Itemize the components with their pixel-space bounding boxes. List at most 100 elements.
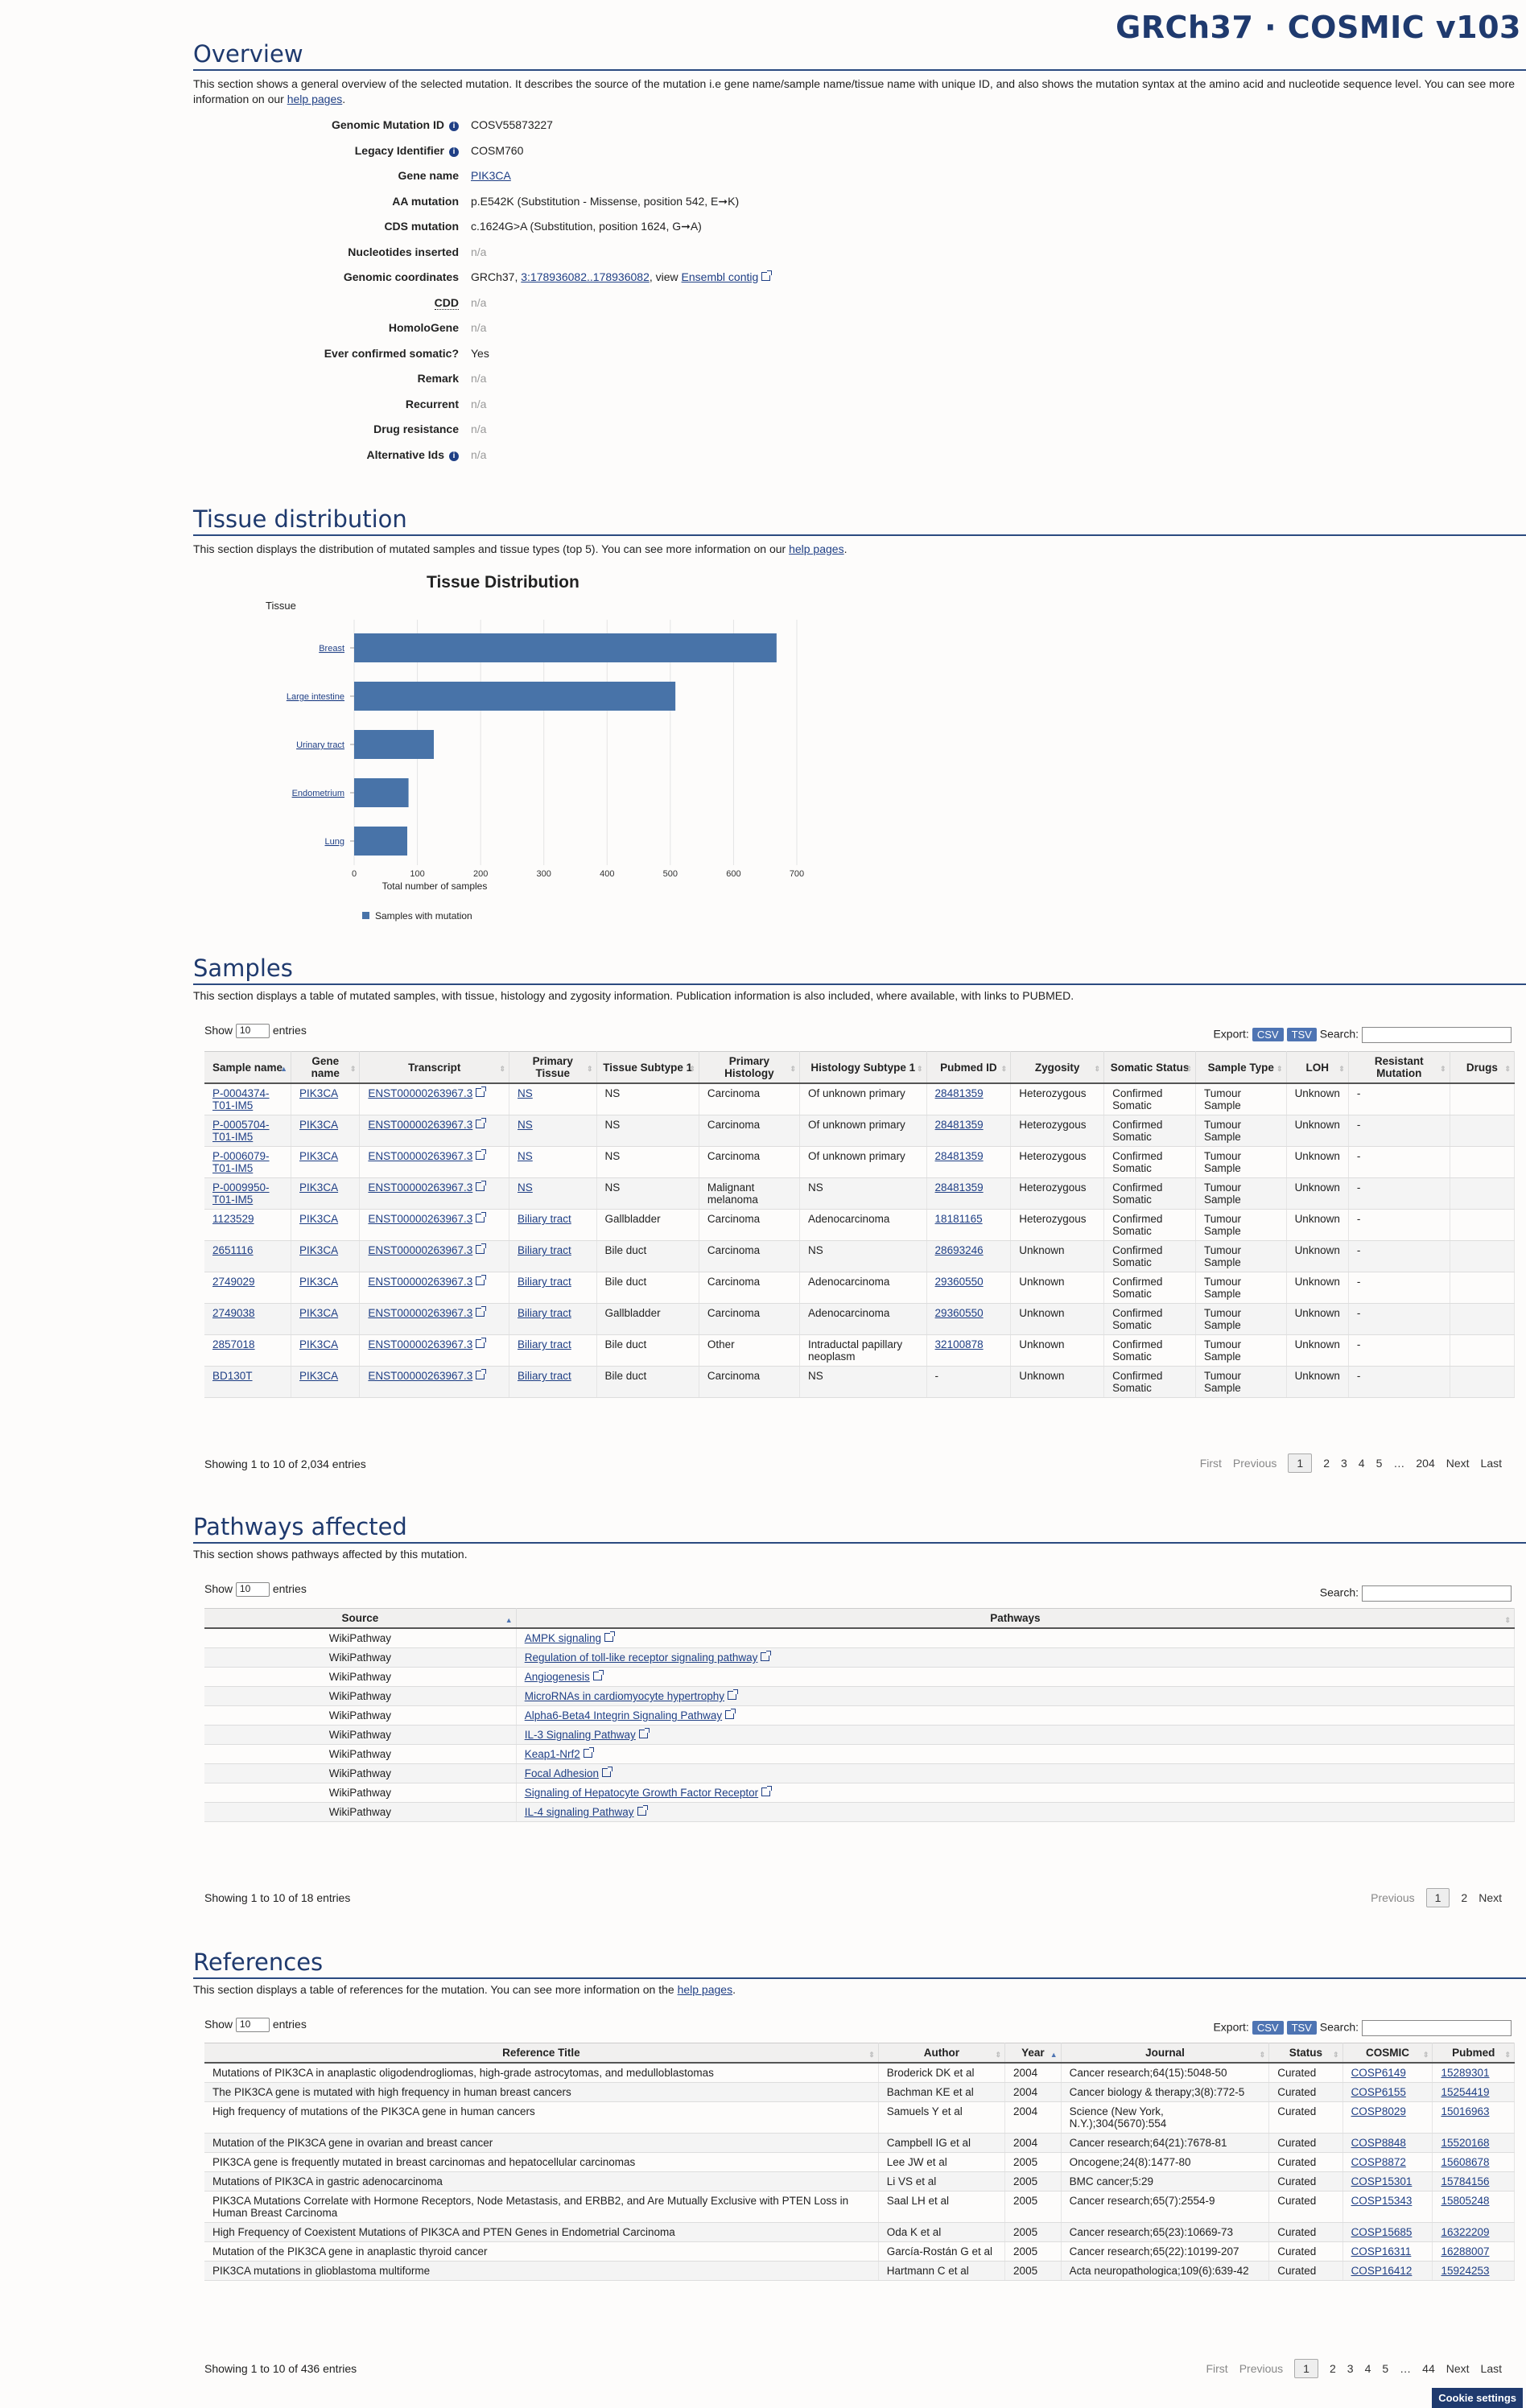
- table-link[interactable]: PIK3CA: [299, 1338, 339, 1350]
- pagination-button[interactable]: Previous: [1371, 1891, 1415, 1904]
- table-link[interactable]: BD130T: [212, 1370, 253, 1382]
- table-link[interactable]: ENST00000263967.3: [368, 1370, 473, 1382]
- table-link[interactable]: COSP6155: [1351, 2086, 1406, 2098]
- table-link[interactable]: 16322209: [1441, 2226, 1490, 2238]
- pagination-button[interactable]: Previous: [1232, 1457, 1277, 1470]
- column-header[interactable]: Pubmed ⇕: [1432, 2043, 1515, 2064]
- pagination-button[interactable]: Next: [1446, 1457, 1470, 1470]
- table-link[interactable]: 32100878: [934, 1338, 984, 1350]
- table-link[interactable]: COSP15685: [1351, 2226, 1413, 2238]
- table-link[interactable]: Focal Adhesion: [524, 1767, 600, 1779]
- table-link[interactable]: PIK3CA: [299, 1370, 339, 1382]
- table-link[interactable]: 2749038: [212, 1307, 255, 1319]
- table-link[interactable]: 28481359: [934, 1181, 984, 1194]
- table-link[interactable]: NS: [518, 1150, 533, 1162]
- pagination-button[interactable]: 204: [1416, 1457, 1435, 1470]
- info-icon[interactable]: i: [449, 122, 459, 131]
- chart-bar[interactable]: [354, 682, 676, 711]
- table-link[interactable]: 15805248: [1441, 2195, 1490, 2207]
- column-header[interactable]: Zygosity ⇕: [1010, 1051, 1105, 1084]
- table-link[interactable]: COSP8029: [1351, 2105, 1406, 2117]
- table-link[interactable]: Biliary tract: [518, 1276, 571, 1288]
- table-link[interactable]: Angiogenesis: [524, 1671, 590, 1683]
- column-header[interactable]: Somatic Status ⇕: [1103, 1051, 1197, 1084]
- column-header[interactable]: Primary Tissue ⇕: [509, 1051, 597, 1084]
- table-link[interactable]: 15520168: [1441, 2137, 1490, 2149]
- table-link[interactable]: 15289301: [1441, 2067, 1490, 2079]
- table-link[interactable]: IL-3 Signaling Pathway: [524, 1729, 636, 1741]
- pagination-button[interactable]: 2: [1329, 2362, 1336, 2375]
- column-header[interactable]: Tissue Subtype 1 ⇕: [596, 1051, 699, 1084]
- pagination-button[interactable]: …: [1400, 2362, 1412, 2375]
- pagination-button[interactable]: 1: [1425, 1888, 1450, 1907]
- table-link[interactable]: COSP15301: [1351, 2175, 1413, 2187]
- table-link[interactable]: P-0009950-T01-IM5: [212, 1181, 270, 1206]
- table-link[interactable]: Biliary tract: [518, 1244, 571, 1256]
- table-link[interactable]: ENST00000263967.3: [368, 1181, 473, 1194]
- pagination-button[interactable]: Last: [1480, 2362, 1502, 2375]
- chart-category-label[interactable]: Breast: [319, 644, 344, 654]
- table-link[interactable]: 15254419: [1441, 2086, 1490, 2098]
- table-link[interactable]: ENST00000263967.3: [368, 1087, 473, 1099]
- column-header[interactable]: Year ▲: [1004, 2043, 1062, 2064]
- table-link[interactable]: IL-4 signaling Pathway: [524, 1806, 634, 1818]
- pagination-button[interactable]: 3: [1347, 2362, 1354, 2375]
- table-link[interactable]: COSP6149: [1351, 2067, 1406, 2079]
- column-header[interactable]: Reference Title ⇕: [204, 2043, 879, 2064]
- pagination-button[interactable]: 5: [1375, 1457, 1383, 1470]
- column-header[interactable]: Gene name ⇕: [291, 1051, 361, 1084]
- table-link[interactable]: 29360550: [934, 1276, 984, 1288]
- pathways-search-input[interactable]: [1362, 1585, 1512, 1602]
- references-help-link[interactable]: help pages: [677, 1983, 733, 1996]
- column-header[interactable]: Primary Histology ⇕: [699, 1051, 801, 1084]
- table-link[interactable]: Biliary tract: [518, 1338, 571, 1350]
- pathways-page-size-select[interactable]: 10: [235, 1582, 270, 1598]
- table-link[interactable]: 15016963: [1441, 2105, 1490, 2117]
- column-header[interactable]: Author ⇕: [878, 2043, 1006, 2064]
- pagination-button[interactable]: 4: [1358, 1457, 1365, 1470]
- table-link[interactable]: 28481359: [934, 1087, 984, 1099]
- table-link[interactable]: 15784156: [1441, 2175, 1490, 2187]
- table-link[interactable]: P-0005704-T01-IM5: [212, 1119, 270, 1143]
- column-header[interactable]: Sample Type ⇕: [1195, 1051, 1287, 1084]
- info-icon[interactable]: i: [449, 146, 459, 157]
- table-link[interactable]: 28481359: [934, 1119, 984, 1131]
- cookie-settings-button[interactable]: Cookie settings: [1432, 2388, 1523, 2408]
- samples-export-csv-button[interactable]: CSV: [1252, 1027, 1284, 1041]
- genomic-coordinates-link[interactable]: 3:178936082..178936082: [521, 270, 650, 283]
- pagination-button[interactable]: Last: [1480, 1457, 1502, 1470]
- pagination-button[interactable]: 1: [1288, 1453, 1313, 1473]
- table-link[interactable]: Keap1-Nrf2: [524, 1748, 580, 1760]
- table-link[interactable]: PIK3CA: [299, 1119, 339, 1131]
- table-link[interactable]: AMPK signaling: [524, 1632, 602, 1644]
- table-link[interactable]: ENST00000263967.3: [368, 1150, 473, 1162]
- chart-bar[interactable]: [354, 778, 409, 807]
- column-header[interactable]: Drugs ⇕: [1450, 1051, 1516, 1084]
- pagination-button[interactable]: 2: [1461, 1891, 1468, 1904]
- pagination-button[interactable]: 4: [1364, 2362, 1371, 2375]
- table-link[interactable]: MicroRNAs in cardiomyocyte hypertrophy: [524, 1690, 725, 1702]
- table-link[interactable]: Biliary tract: [518, 1307, 571, 1319]
- table-link[interactable]: ENST00000263967.3: [368, 1244, 473, 1256]
- column-header[interactable]: Resistant Mutation ⇕: [1348, 1051, 1450, 1084]
- chart-bar[interactable]: [354, 633, 777, 662]
- gene-name-link[interactable]: PIK3CA: [471, 169, 511, 182]
- overview-help-link[interactable]: help pages: [287, 93, 343, 105]
- table-link[interactable]: P-0004374-T01-IM5: [212, 1087, 270, 1111]
- table-link[interactable]: ENST00000263967.3: [368, 1119, 473, 1131]
- column-header[interactable]: Transcript ⇕: [359, 1051, 509, 1084]
- table-link[interactable]: 29360550: [934, 1307, 984, 1319]
- references-page-size-select[interactable]: 10: [235, 2018, 270, 2033]
- table-link[interactable]: NS: [518, 1087, 533, 1099]
- table-link[interactable]: 28693246: [934, 1244, 984, 1256]
- column-header[interactable]: LOH ⇕: [1286, 1051, 1349, 1084]
- table-link[interactable]: ENST00000263967.3: [368, 1338, 473, 1350]
- pagination-button[interactable]: …: [1393, 1457, 1405, 1470]
- chart-category-label[interactable]: Urinary tract: [296, 740, 344, 750]
- chart-category-label[interactable]: Endometrium: [292, 789, 344, 798]
- pagination-button[interactable]: 1: [1294, 2359, 1318, 2378]
- table-link[interactable]: 2857018: [212, 1338, 255, 1350]
- table-link[interactable]: COSP16412: [1351, 2265, 1413, 2277]
- table-link[interactable]: COSP8848: [1351, 2137, 1406, 2149]
- table-link[interactable]: 18181165: [934, 1213, 983, 1225]
